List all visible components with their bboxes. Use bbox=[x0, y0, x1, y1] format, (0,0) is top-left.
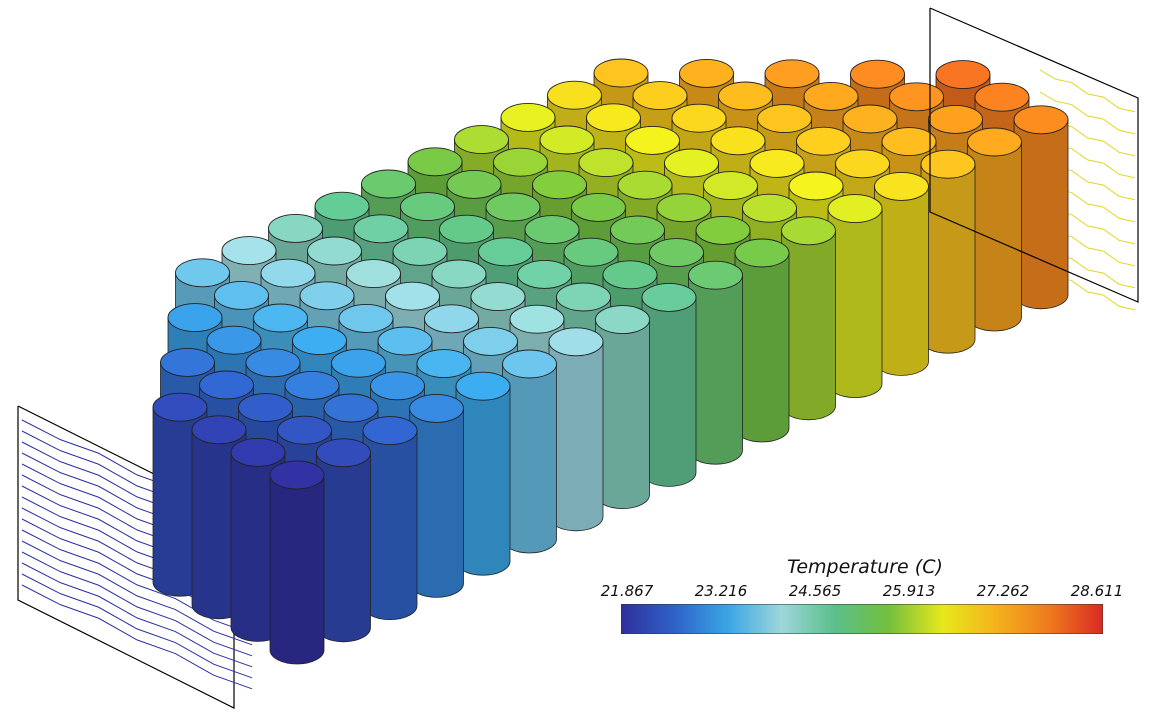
battery-cell bbox=[455, 371, 511, 576]
battery-cell bbox=[409, 393, 464, 598]
streamline bbox=[21, 562, 253, 668]
battery-cell bbox=[827, 194, 883, 398]
colorbar-tick-label: 23.216 bbox=[694, 582, 748, 600]
streamline bbox=[21, 573, 253, 679]
colorbar bbox=[621, 604, 1103, 634]
colorbar-tick-label: 24.565 bbox=[788, 582, 842, 600]
battery-cell bbox=[967, 127, 1022, 332]
colorbar-tick-label: 21.867 bbox=[600, 582, 654, 600]
streamline bbox=[21, 540, 253, 646]
battery-cell bbox=[1013, 105, 1069, 310]
streamline bbox=[21, 584, 253, 690]
battery-cell bbox=[688, 260, 743, 465]
battery-cell bbox=[874, 171, 929, 376]
battery-cell bbox=[316, 438, 371, 643]
battery-cell bbox=[641, 282, 697, 487]
streamline bbox=[21, 551, 253, 657]
colorbar-tick-label: 25.913 bbox=[882, 582, 936, 600]
colorbar-title: Temperature (C) bbox=[787, 556, 943, 578]
colorbar-tick-label: 27.262 bbox=[976, 582, 1030, 600]
outlet-plane bbox=[929, 7, 1139, 303]
battery-cell bbox=[595, 305, 650, 509]
streamline bbox=[1039, 91, 1136, 135]
battery-cell bbox=[734, 238, 790, 443]
battery-cell bbox=[920, 149, 976, 354]
inlet-streamlines bbox=[21, 419, 253, 690]
battery-cell bbox=[781, 216, 836, 421]
battery-cell bbox=[362, 416, 418, 620]
battery-cells bbox=[152, 58, 1069, 665]
streamline bbox=[1039, 69, 1136, 113]
streamline bbox=[21, 529, 253, 635]
battery-cell bbox=[269, 460, 325, 665]
battery-cell bbox=[548, 327, 604, 532]
colorbar-tick-label: 28.611 bbox=[1070, 582, 1124, 600]
battery-cell bbox=[502, 349, 557, 554]
